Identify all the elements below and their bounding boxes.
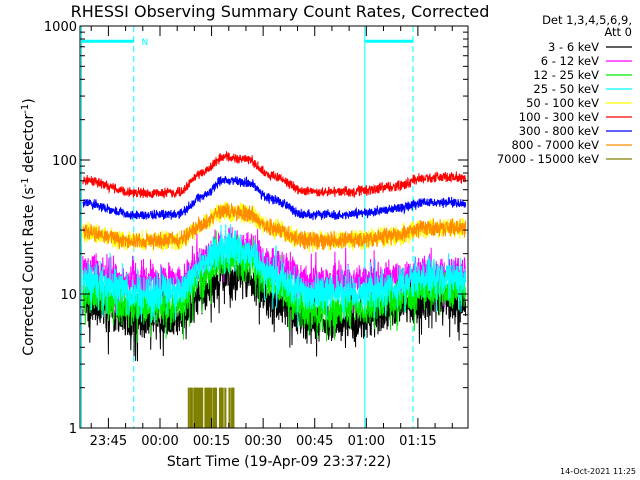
y-axis-label-end: ) [21, 98, 37, 103]
x-tick-label: 01:00 [348, 434, 385, 449]
legend-header: Det 1,3,4,5,6,9, [542, 13, 632, 27]
legend-entry-label: 12 - 25 keV [533, 68, 599, 82]
x-axis-label: Start Time (19-Apr-09 23:37:22) [167, 454, 391, 470]
series-3-line [82, 224, 467, 328]
legend-entry-label: 6 - 12 keV [541, 54, 599, 68]
x-axis-ticks: 23:45 00:00 00:15 00:30 00:45 01:00 01:15 [90, 26, 453, 449]
chart-title: RHESSI Observing Summary Count Rates, Co… [71, 2, 490, 21]
series-5-line [82, 151, 467, 199]
legend-entry-label: 7000 - 15000 keV [497, 152, 599, 166]
legend-header: Att 0 [604, 25, 632, 39]
annotation-label: N [141, 38, 148, 48]
y-tick-label: 1 [69, 422, 77, 437]
x-tick-label: 01:15 [399, 434, 436, 449]
y-axis-label: Corrected Count Rate (s-1 detector-1) [20, 98, 38, 355]
y-axis-label-sup2: -1 [20, 104, 31, 114]
series-6-line [82, 175, 467, 221]
y-tick-label: 100 [52, 154, 77, 169]
series-7-line [82, 203, 467, 251]
legend-entry-label: 800 - 7000 keV [511, 138, 599, 152]
legend-entry-label: 100 - 300 keV [519, 110, 599, 124]
y-axis-label-main: Corrected Count Rate (s [21, 187, 37, 355]
x-tick-label: 00:15 [193, 434, 230, 449]
y-axis-label-sup1: -1 [20, 177, 31, 187]
y-axis-label-mid: detector [21, 114, 37, 178]
y-tick-label: 10 [60, 288, 77, 303]
footer-timestamp: 14-Oct-2021 11:25 [560, 467, 636, 476]
legend-entry-label: 300 - 800 keV [519, 124, 599, 138]
x-tick-label: 00:30 [244, 434, 281, 449]
y-axis-ticks: 1 10 100 1000 [44, 20, 468, 437]
legend-entry-label: 50 - 100 keV [526, 96, 599, 110]
plot-frame [79, 25, 469, 429]
x-tick-label: 00:00 [141, 434, 178, 449]
x-tick-label: 00:45 [296, 434, 333, 449]
legend-entry-label: 3 - 6 keV [548, 40, 599, 54]
y-tick-label: 1000 [44, 20, 77, 35]
x-tick-label: 23:45 [90, 434, 127, 449]
legend-entry-label: 25 - 50 keV [533, 82, 599, 96]
